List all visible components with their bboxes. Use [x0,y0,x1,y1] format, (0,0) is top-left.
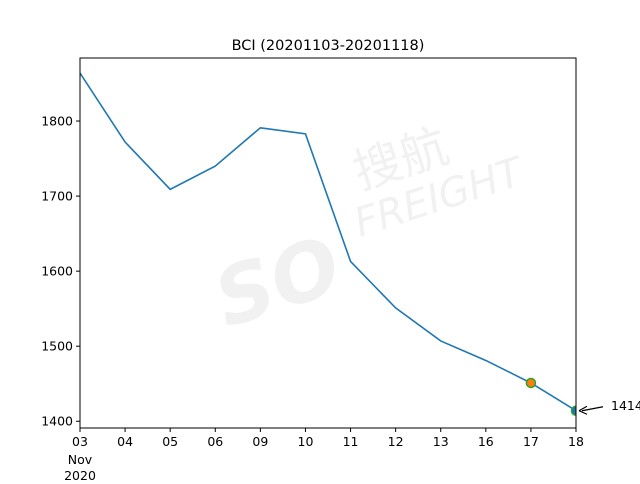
y-tick-label: 1800 [41,114,73,129]
axes-frame [79,57,577,429]
highlight-marker [570,405,576,416]
highlight-marker [525,377,537,389]
x-tick-label: 18 [568,434,584,449]
y-tick-label: 1400 [41,414,73,429]
plot-area [80,72,576,416]
x-tick-label: 04 [117,434,133,449]
x-tick-label: 09 [252,434,268,449]
x-tick-label: 06 [207,434,223,449]
y-tick-label: 1700 [41,189,73,204]
watermark: SO 搜航 FREIGHT [203,118,531,346]
x-tick-label: 10 [298,434,314,449]
annotation-arrow [581,406,604,412]
annotation-label: 1414 [611,398,640,413]
x-tick-label: 05 [162,434,178,449]
y-tick-label: 1500 [41,339,73,354]
x-tick-label: 11 [343,434,359,449]
x-tick-label: 12 [388,434,404,449]
annotation-arrowhead [578,405,588,415]
x-sublabel-month: Nov [68,452,93,467]
chart-title: BCI (20201103-20201118) [232,38,425,54]
series-line [80,72,576,412]
x-tick-label: 03 [72,434,88,449]
x-tick-label: 13 [433,434,449,449]
x-tick-label: 17 [523,434,539,449]
svg-text:SO: SO [203,219,351,346]
series-group [80,72,576,416]
y-tick-label: 1600 [41,264,73,279]
x-sublabel-year: 2020 [64,468,96,480]
axis-ticks: 03 04 05 06 09 10 11 12 13 16 17 18 1400 1500 1600 1700… [41,114,640,449]
x-tick-label: 16 [478,434,494,449]
